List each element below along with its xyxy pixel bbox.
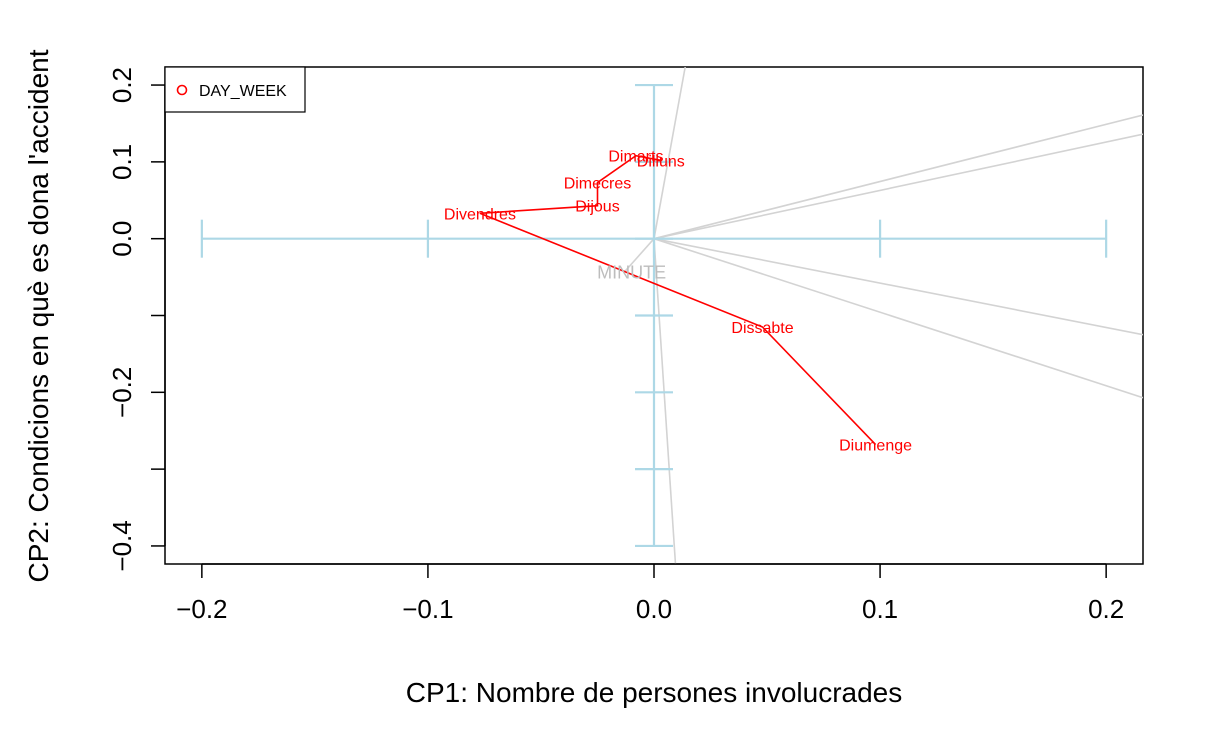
point-label: Dimarts [608,149,663,166]
y-axis: −0.4 −0.2 0.0 0.1 0.2 [107,67,166,572]
variable-line [653,237,1143,336]
variable-line [653,238,677,564]
x-axis: −0.2 −0.1 0.0 0.1 0.2 [176,563,1124,624]
x-tick-label: 0.1 [862,594,898,624]
point-label: Divendres [444,206,516,223]
legend-label: DAY_WEEK [199,83,287,100]
variable-line [653,133,1143,240]
y-axis-title: CP2: Condicions en què es dona l'acciden… [23,49,54,582]
variable-line [653,114,1143,240]
point-label: Dimecres [564,176,632,193]
x-tick-label: 0.2 [1088,594,1124,624]
variable-label: MINUTE [597,263,666,283]
series-line [479,154,877,446]
variable-line [653,237,1143,399]
x-tick-label: −0.1 [402,594,453,624]
legend: DAY_WEEK [164,66,306,113]
x-tick-label: 0.0 [636,594,672,624]
legend-box [164,66,306,113]
y-tick-label: 0.2 [107,67,137,103]
y-tick-label: −0.4 [107,520,137,571]
point-label: Dissabte [731,320,793,337]
point-label: Dilluns [637,153,685,170]
point-label: Dijous [575,199,619,216]
point-label: Diumenge [839,438,912,455]
x-axis-title: CP1: Nombre de persones involucrades [406,677,902,708]
y-tick-label: −0.2 [107,367,137,418]
series-lines [479,154,877,446]
variable-line [624,238,655,273]
variable-lines [624,67,1143,564]
y-tick-label: 0.1 [107,144,137,180]
legend-marker [176,84,188,96]
y-tick-label: 0.0 [107,221,137,257]
scale-axes [200,83,1108,548]
x-tick-label: −0.2 [176,594,227,624]
variable-line [653,67,686,239]
